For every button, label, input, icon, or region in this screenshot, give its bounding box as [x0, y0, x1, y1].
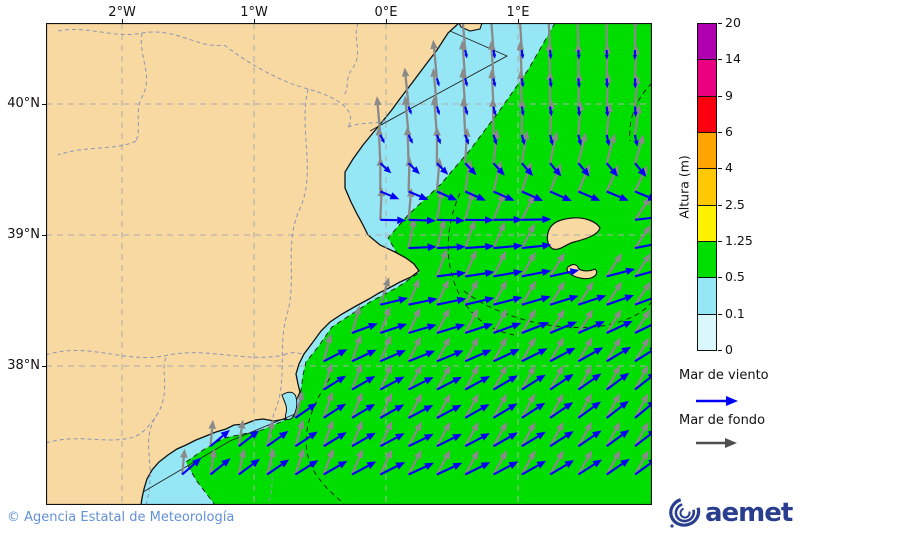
aemet-logo: aemet — [667, 495, 793, 531]
longitude-tick-mark — [386, 19, 387, 23]
colorbar-segment — [697, 132, 717, 170]
swell-arrow-head — [725, 438, 737, 448]
colorbar-segment — [697, 313, 717, 351]
wind-sea-arrow-icon — [696, 396, 738, 406]
latitude-tick-mark — [42, 366, 46, 367]
colorbar-tick-mark — [718, 95, 722, 97]
wind-arrow-head — [726, 396, 738, 406]
colorbar-segment — [697, 59, 717, 97]
longitude-tick-mark — [254, 19, 255, 23]
colorbar-tick-mark — [718, 168, 722, 170]
latitude-tick-mark — [42, 235, 46, 236]
colorbar-tick-label: 14 — [725, 51, 741, 67]
colorbar-segment — [697, 241, 717, 279]
wave-map — [46, 23, 652, 505]
colorbar-segment — [697, 23, 717, 61]
aemet-logo-text: aemet — [705, 498, 793, 528]
longitude-tick-mark — [122, 19, 123, 23]
swell-legend-label: Mar de fondo — [679, 413, 766, 428]
colorbar-segment — [697, 277, 717, 315]
wind-sea-arrow-field — [181, 49, 652, 476]
copyright-text: © Agencia Estatal de Meteorología — [7, 510, 235, 525]
colorbar-title: Altura (m) — [676, 155, 692, 219]
colorbar-tick-mark — [718, 350, 722, 351]
colorbar-tick-mark — [718, 132, 722, 133]
swell-arrow-icon — [696, 438, 737, 448]
colorbar-segment — [697, 204, 717, 242]
colorbar-tick-label: 1.25 — [725, 233, 753, 248]
colorbar-tick-label: 6 — [725, 124, 733, 139]
longitude-tick-label: 1°E — [506, 5, 530, 20]
swell-arrow-field — [180, 23, 651, 476]
longitude-tick-label: 2°W — [108, 5, 136, 20]
colorbar-tick-mark — [718, 59, 722, 61]
colorbar-segment — [697, 168, 717, 206]
colorbar-tick-label: 9 — [725, 87, 733, 103]
latitude-tick-mark — [42, 104, 46, 105]
colorbar-tick-mark — [718, 277, 722, 279]
colorbar-tick-label: 0 — [725, 342, 733, 357]
colorbar-tick-mark — [718, 204, 722, 206]
colorbar-tick-label: 0.5 — [725, 269, 745, 285]
longitude-tick-label: 1°W — [240, 5, 268, 20]
latitude-tick-label: 38°N — [7, 358, 40, 373]
latitude-tick-label: 39°N — [7, 227, 40, 242]
colorbar-tick-mark — [718, 241, 722, 242]
colorbar-tick-label: 4 — [725, 160, 733, 176]
colorbar-tick-label: 2.5 — [725, 196, 745, 212]
longitude-tick-mark — [518, 19, 519, 23]
colorbar-tick-mark — [718, 313, 722, 315]
longitude-tick-label: 0°E — [374, 5, 398, 20]
latitude-tick-label: 40°N — [7, 96, 40, 111]
wind-sea-legend-label: Mar de viento — [679, 368, 769, 383]
colorbar-tick-label: 20 — [725, 15, 741, 30]
colorbar-tick-label: 0.1 — [725, 305, 745, 321]
colorbar-segment — [697, 95, 717, 133]
aemet-swirl-icon — [669, 498, 701, 528]
colorbar-tick-mark — [718, 23, 722, 24]
